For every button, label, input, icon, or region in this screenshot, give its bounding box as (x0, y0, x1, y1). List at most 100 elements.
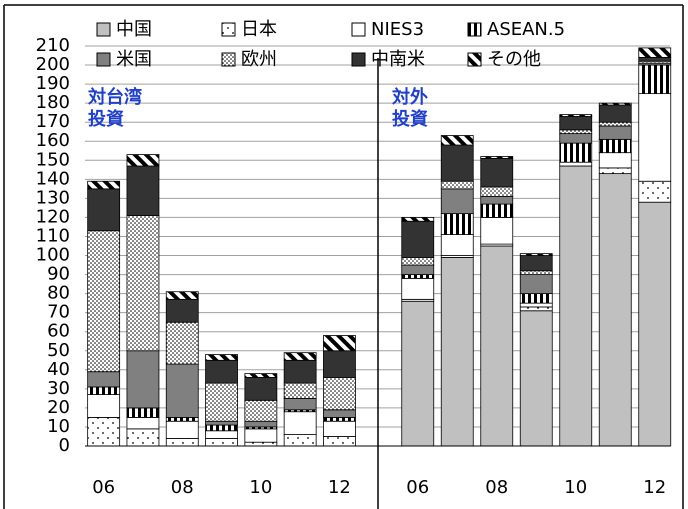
panel-label: 投資 (392, 108, 428, 130)
bar-segment (519, 274, 553, 295)
y-tick-label: 200 (36, 54, 70, 75)
bar-segment (519, 306, 553, 312)
bar-segment (598, 102, 632, 106)
y-tick-label: 60 (47, 321, 70, 342)
bar-segment (598, 104, 632, 123)
bar-segment (87, 417, 121, 447)
legend-label: 米国 (116, 49, 152, 70)
bar-segment (283, 411, 317, 435)
bar-segment (559, 114, 593, 117)
bar-segment (401, 277, 435, 300)
bar-segment (638, 201, 672, 447)
bar-segment (559, 129, 593, 135)
bar-segment (440, 234, 474, 256)
bar-segment (165, 298, 199, 323)
bar-segment (126, 407, 160, 418)
y-tick-label: 150 (36, 149, 70, 170)
bar-segment (283, 359, 317, 384)
x-tick-label: 10 (564, 477, 587, 498)
bar-segment (519, 270, 553, 275)
legend-swatch (221, 22, 236, 37)
y-tick-label: 180 (36, 92, 70, 113)
bar-segment (87, 371, 121, 388)
bar-segment (598, 152, 632, 169)
bar-segment (205, 420, 238, 426)
y-tick-label: 120 (36, 206, 70, 227)
bar-segment (401, 220, 435, 258)
bar-segment (87, 386, 121, 395)
bar-segment (598, 121, 632, 127)
bar-segment (519, 293, 553, 304)
bar-segment (638, 180, 672, 203)
y-tick-label: 40 (47, 359, 70, 380)
legend-swatch (467, 52, 482, 67)
legend-swatch (351, 52, 366, 67)
y-tick-label: 30 (47, 378, 70, 399)
y-tick-label: 160 (36, 130, 70, 151)
legend-swatch (351, 22, 366, 37)
legend-swatch (221, 52, 236, 67)
bar-segment (283, 397, 317, 411)
legend-label: 日本 (241, 19, 277, 40)
bar-segment (244, 377, 278, 401)
x-tick-label: 12 (643, 477, 666, 498)
bar-segment (559, 165, 593, 447)
bar-segment (205, 359, 238, 384)
y-tick-label: 80 (47, 283, 70, 304)
y-tick-label: 110 (36, 225, 70, 246)
bar-segment (401, 274, 435, 279)
bar-segment (519, 302, 553, 308)
bar-segment (559, 142, 593, 163)
bar-segment (165, 417, 199, 422)
x-tick-label: 08 (485, 477, 508, 498)
bar-segment (244, 428, 278, 443)
x-tick-label: 06 (92, 477, 115, 498)
bar-segment (598, 125, 632, 140)
y-tick-label: 90 (47, 264, 70, 285)
bar-segment (87, 188, 121, 232)
y-tick-label: 10 (47, 416, 70, 437)
bar-segment (323, 409, 356, 418)
legend-label: その他 (487, 49, 541, 70)
legend-label: 中南米 (371, 49, 425, 70)
bar-segment (323, 350, 356, 378)
bar-segment (401, 217, 435, 222)
legend-label: 欧州 (241, 49, 277, 70)
bar-segment (165, 321, 199, 365)
bar-segment (126, 350, 160, 409)
bar-segment (440, 213, 474, 235)
legend-swatch (96, 52, 111, 67)
bar-segment (205, 354, 238, 361)
bar-segment (323, 436, 356, 447)
bar-segment (440, 144, 474, 182)
y-tick-label: 0 (59, 435, 70, 456)
bar-segment (244, 420, 278, 428)
bar-segment (126, 165, 160, 216)
bar-segment (440, 180, 474, 190)
bar-segment (480, 186, 514, 197)
legend-swatch (96, 22, 111, 37)
legend-label: NIES3 (371, 19, 424, 40)
bar-segment (638, 93, 672, 182)
bar-segment (440, 188, 474, 215)
x-tick-label: 06 (406, 477, 429, 498)
bar-segment (87, 230, 121, 373)
x-tick-label: 10 (249, 477, 272, 498)
y-tick-label: 70 (47, 302, 70, 323)
bar-segment (283, 352, 317, 361)
y-tick-label: 130 (36, 187, 70, 208)
bar-segment (323, 377, 356, 411)
bar-segment (638, 57, 672, 62)
bar-segment (401, 300, 435, 447)
bar-segment (480, 156, 514, 159)
bar-segment (598, 173, 632, 447)
bar-segment (283, 382, 317, 399)
bar-segment (401, 257, 435, 266)
bar-segment (126, 215, 160, 352)
bar-segment (205, 382, 238, 422)
bar-segment (559, 133, 593, 144)
panel-label: 投資 (88, 108, 124, 130)
bar-segment (165, 363, 199, 418)
y-tick-label: 170 (36, 111, 70, 132)
y-tick-label: 100 (36, 245, 70, 266)
